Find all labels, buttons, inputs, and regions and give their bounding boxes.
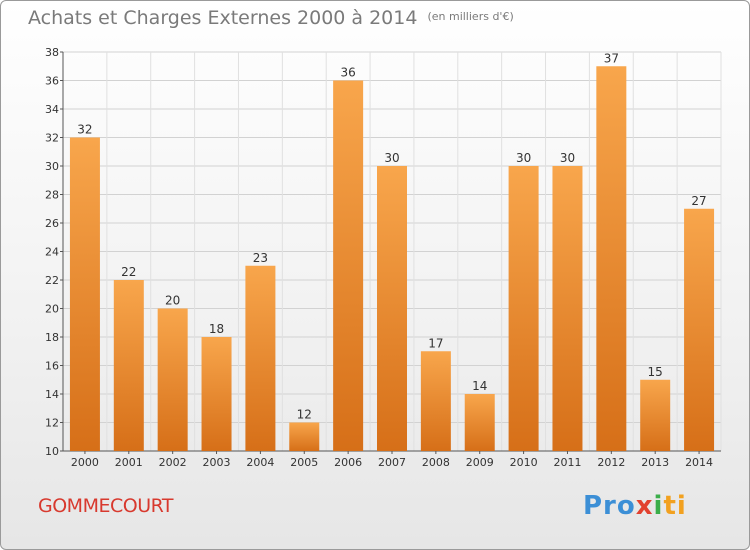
- value-label-2000: 32: [77, 123, 92, 137]
- value-label-2005: 12: [297, 408, 312, 422]
- bar-2011: [552, 166, 583, 451]
- value-label-2007: 30: [384, 151, 399, 165]
- bar-2003: [201, 337, 232, 451]
- value-label-2003: 18: [209, 322, 224, 336]
- y-tick-label: 20: [45, 303, 59, 316]
- y-tick-label: 30: [45, 160, 59, 173]
- value-label-2001: 22: [121, 265, 136, 279]
- value-label-2006: 36: [340, 66, 355, 80]
- x-tick-label-2007: 2007: [378, 456, 406, 469]
- y-tick-label: 36: [45, 75, 59, 88]
- bar-2007: [377, 166, 407, 451]
- x-tick-label-2009: 2009: [466, 456, 494, 469]
- x-tick-label-2001: 2001: [115, 456, 143, 469]
- value-label-2014: 27: [691, 194, 706, 208]
- y-tick-label: 22: [45, 274, 59, 287]
- bar-2006: [333, 80, 364, 451]
- y-tick-label: 24: [45, 246, 59, 259]
- value-label-2012: 37: [604, 51, 619, 65]
- x-tick-label-2010: 2010: [510, 456, 538, 469]
- bar-2002: [157, 308, 188, 451]
- x-tick-label-2014: 2014: [685, 456, 713, 469]
- bar-2010: [508, 166, 539, 451]
- value-label-2013: 15: [648, 365, 663, 379]
- proxiti-logo: Proxiti: [583, 491, 687, 521]
- y-tick-label: 34: [45, 103, 59, 116]
- x-tick-label-2008: 2008: [422, 456, 450, 469]
- x-tick-label-2005: 2005: [290, 456, 318, 469]
- x-tick-label-2013: 2013: [641, 456, 669, 469]
- y-tick-label: 16: [45, 360, 59, 373]
- bar-2005: [289, 422, 320, 451]
- city-name: GOMMECOURT: [38, 495, 174, 517]
- y-tick-label: 28: [45, 189, 59, 202]
- value-label-2008: 17: [428, 336, 443, 350]
- bar-2008: [420, 351, 451, 451]
- value-label-2009: 14: [472, 379, 487, 393]
- x-tick-label-2011: 2011: [553, 456, 581, 469]
- logo-part-2: x: [635, 491, 654, 521]
- y-tick-label: 32: [45, 132, 59, 145]
- bar-2009: [464, 394, 495, 451]
- x-tick-label-2012: 2012: [597, 456, 625, 469]
- logo-part-4: ti: [663, 491, 687, 521]
- value-label-2002: 20: [165, 294, 180, 308]
- y-tick-label: 12: [45, 417, 59, 430]
- bar-2012: [596, 66, 627, 451]
- logo-part-3: i: [653, 491, 664, 521]
- logo-part-1: Pro: [583, 491, 636, 521]
- x-tick-label-2006: 2006: [334, 456, 362, 469]
- x-tick-label-2002: 2002: [159, 456, 187, 469]
- chart-unit-note: (en milliers d'€): [427, 10, 514, 23]
- chart-title: Achats et Charges Externes 2000 à 2014 (e…: [28, 7, 514, 29]
- bar-2014: [684, 208, 715, 451]
- chart-title-text: Achats et Charges Externes 2000 à 2014: [28, 7, 418, 29]
- bar-2013: [640, 379, 671, 451]
- value-label-2011: 30: [560, 151, 575, 165]
- x-tick-label-2004: 2004: [246, 456, 274, 469]
- y-tick-label: 26: [45, 217, 59, 230]
- labels: 10 12 14 16 18 20 22 24 26 28 30 32 34 36 38 32 2000 22 20…: [45, 46, 713, 469]
- bars: [69, 66, 715, 451]
- x-tick-label-2000: 2000: [71, 456, 99, 469]
- y-tick-label: 38: [45, 46, 59, 59]
- value-label-2010: 30: [516, 151, 531, 165]
- y-tick-label: 14: [45, 388, 59, 401]
- bar-2001: [113, 280, 144, 451]
- bar-2000: [69, 137, 100, 451]
- y-tick-label: 18: [45, 331, 59, 344]
- y-tick-label: 10: [45, 445, 59, 458]
- value-label-2004: 23: [253, 251, 268, 265]
- bar-2004: [245, 265, 276, 451]
- x-tick-label-2003: 2003: [203, 456, 231, 469]
